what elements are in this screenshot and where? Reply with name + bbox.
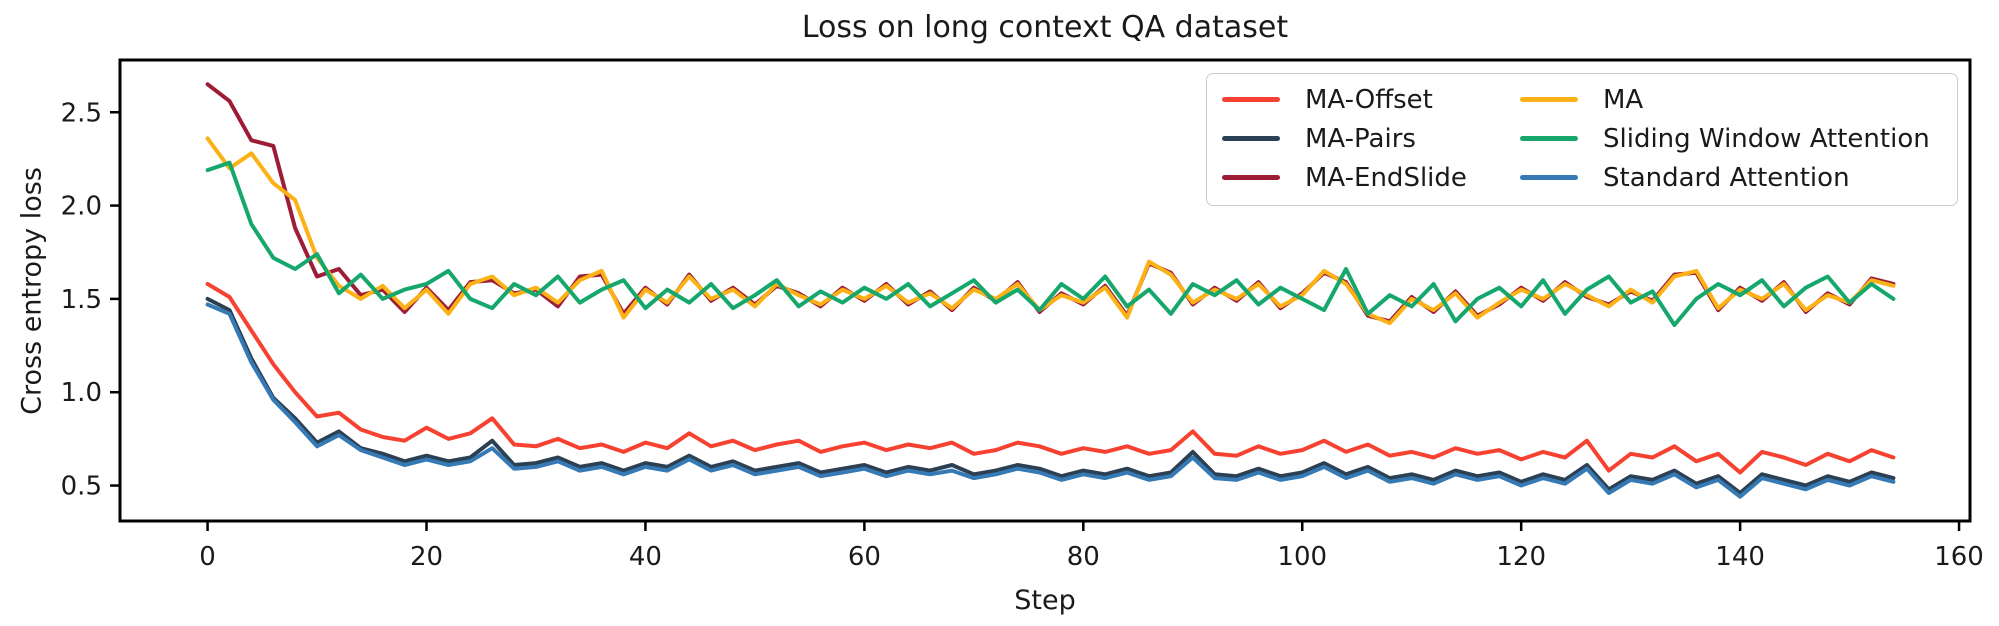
legend-label: MA-EndSlide bbox=[1305, 162, 1467, 193]
x-tick-label: 40 bbox=[629, 542, 662, 572]
series-line-ma-pairs bbox=[205, 296, 1896, 495]
legend-item-sliding-window-attention: Sliding Window Attention bbox=[1520, 119, 1945, 158]
series-line-ma-offset bbox=[205, 282, 1896, 475]
y-tick-label: 1.0 bbox=[61, 378, 102, 408]
y-tick-label: 2.0 bbox=[61, 192, 102, 222]
legend-item-ma-offset: MA-Offset bbox=[1222, 80, 1520, 119]
legend-swatch-ma bbox=[1520, 97, 1578, 102]
legend-label: MA bbox=[1603, 84, 1644, 115]
legend-swatch-sliding-window-attention bbox=[1520, 136, 1578, 141]
chart-title: Loss on long context QA dataset bbox=[801, 10, 1289, 45]
legend-label: MA-Pairs bbox=[1305, 123, 1416, 154]
legend-label: Standard Attention bbox=[1603, 162, 1850, 193]
y-tick-label: 2.5 bbox=[61, 98, 102, 128]
x-tick-label: 60 bbox=[848, 542, 881, 572]
x-tick-label: 20 bbox=[410, 542, 443, 572]
x-tick-label: 120 bbox=[1496, 542, 1546, 572]
x-axis-label: Step bbox=[1014, 585, 1076, 616]
legend-item-standard-attention: Standard Attention bbox=[1520, 158, 1945, 197]
legend-item-ma-endslide: MA-EndSlide bbox=[1222, 158, 1520, 197]
legend-swatch-standard-attention bbox=[1520, 175, 1578, 180]
x-tick-label: 160 bbox=[1934, 542, 1984, 572]
x-tick-label: 140 bbox=[1715, 542, 1765, 572]
x-tick-label: 0 bbox=[199, 542, 216, 572]
legend-swatch-ma-endslide bbox=[1222, 175, 1280, 180]
legend-item-ma-pairs: MA-Pairs bbox=[1222, 119, 1520, 158]
y-tick-label: 1.5 bbox=[61, 285, 102, 315]
series-line-ma bbox=[205, 136, 1896, 326]
x-tick-label: 100 bbox=[1277, 542, 1327, 572]
legend-label: MA-Offset bbox=[1305, 84, 1433, 115]
legend-swatch-ma-pairs bbox=[1222, 136, 1280, 141]
plot-frame bbox=[118, 58, 1972, 523]
series-line-sliding-window-attention bbox=[205, 160, 1896, 327]
y-tick-label: 0.5 bbox=[61, 472, 102, 502]
legend-swatch-ma-offset bbox=[1222, 97, 1280, 102]
x-tick-label: 80 bbox=[1067, 542, 1100, 572]
legend: MA-Offset MA-Pairs MA-EndSlide MA Sliding Wi… bbox=[1206, 73, 1958, 206]
series-line-standard-attention bbox=[205, 302, 1896, 499]
y-axis-label: Cross entropy loss bbox=[16, 167, 48, 415]
legend-item-ma: MA bbox=[1520, 80, 1945, 119]
legend-label: Sliding Window Attention bbox=[1603, 123, 1930, 154]
